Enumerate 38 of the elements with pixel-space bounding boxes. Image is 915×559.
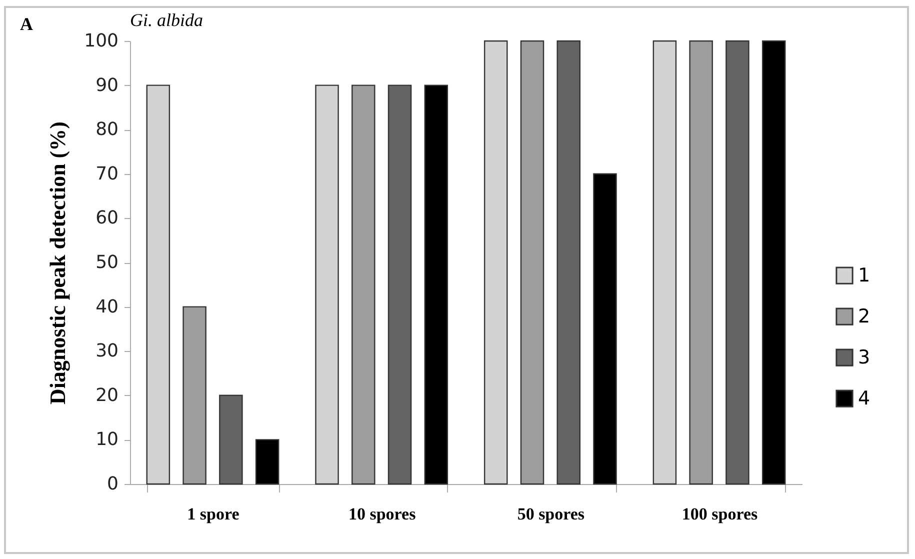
chart-title: Gi. albida [130,10,204,30]
legend-label: 2 [858,306,870,328]
x-tick-label: 10 spores [348,504,416,524]
legend-label: 3 [858,346,870,368]
y-tick-label: 40 [96,296,118,318]
x-tick-label: 100 spores [682,504,758,524]
y-tick-label: 30 [96,340,118,362]
y-tick-label: 80 [96,119,118,140]
bar [255,439,280,485]
y-tick-label: 0 [107,474,118,494]
bar [689,40,713,485]
bar [388,84,412,485]
y-tick-label: 90 [96,74,118,96]
bar [219,394,243,485]
bar [146,84,170,485]
bar [593,173,617,485]
bar [424,84,448,485]
bar [484,40,508,485]
legend-label: 4 [858,388,870,410]
y-tick-label: 100 [84,30,118,52]
bar [315,84,339,485]
y-tick-label: 60 [96,208,118,229]
text: A [20,14,33,35]
bar [726,40,750,485]
y-tick-label: 10 [96,429,118,450]
bar [182,306,206,485]
y-tick-label: 70 [96,163,118,184]
bar [520,40,544,485]
y-tick-label: 20 [96,384,118,406]
bar [762,40,786,485]
bar [652,40,677,485]
bar [352,84,376,485]
bar [556,40,580,485]
x-tick-label: 50 spores [517,504,585,524]
y-axis-title: Diagnostic peak detection (%) [45,122,70,404]
y-tick-label: 50 [96,252,118,273]
legend-label: 1 [858,264,870,286]
x-tick-label: 1 spore [187,504,240,524]
